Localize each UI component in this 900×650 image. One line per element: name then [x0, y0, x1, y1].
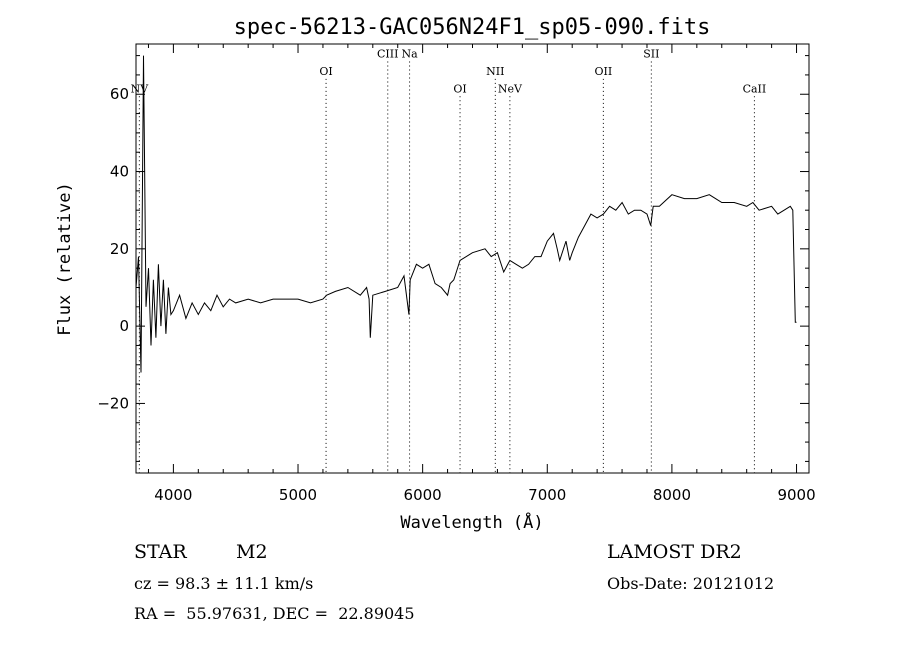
spectral-line-label-nv-0: NV [131, 82, 150, 95]
survey-name: LAMOST DR2 [607, 541, 742, 563]
spectral-line-markers: NV OI CIII Na OI NII NeV OII SII CaII [131, 48, 767, 473]
y-tick-label: 0 [119, 317, 129, 335]
spectral-line-label-na-3: Na [401, 48, 418, 61]
x-tick-label: 6000 [404, 486, 442, 504]
x-tick-label: 9000 [777, 486, 815, 504]
obs-date: Obs-Date: 20121012 [607, 574, 775, 593]
y-tick-label: 60 [110, 85, 129, 103]
spectrum-line [135, 55, 797, 373]
x-tick-label: 5000 [279, 486, 317, 504]
x-tick-label: 8000 [653, 486, 691, 504]
spectral-line-label-oi-4: OI [453, 82, 466, 95]
y-tick-label: 40 [110, 163, 129, 181]
plot-frame [135, 43, 810, 474]
object-subclass: M2 [236, 541, 268, 563]
chart-title: spec-56213-GAC056N24F1_sp05-090.fits [234, 15, 711, 40]
y-axis-label: Flux (relative) [55, 182, 75, 336]
object-class: STAR [134, 541, 187, 563]
x-tick-label: 4000 [154, 486, 192, 504]
spectral-line-label-oi-1: OI [319, 65, 332, 78]
spectral-line-label-sii-8: SII [643, 48, 659, 61]
y-tick-label: −20 [97, 394, 129, 412]
spectral-line-label-nev-6: NeV [498, 82, 523, 95]
redshift-cz: cz = 98.3 ± 11.1 km/s [134, 574, 314, 593]
spectral-line-label-nii-5: NII [486, 65, 504, 78]
spectral-line-label-caii-9: CaII [743, 82, 767, 95]
y-tick-label: 20 [110, 240, 129, 258]
spectral-line-label-oii-7: OII [595, 65, 613, 78]
x-tick-label: 7000 [528, 486, 566, 504]
axis-ticks: 4000 5000 6000 7000 8000 9000 −20 0 20 40 60 [97, 44, 816, 504]
x-axis-label: Wavelength (Å) [400, 511, 543, 533]
ra-dec: RA = 55.97631, DEC = 22.89045 [134, 604, 415, 623]
spectral-line-label-ciii-2: CIII [377, 48, 398, 61]
